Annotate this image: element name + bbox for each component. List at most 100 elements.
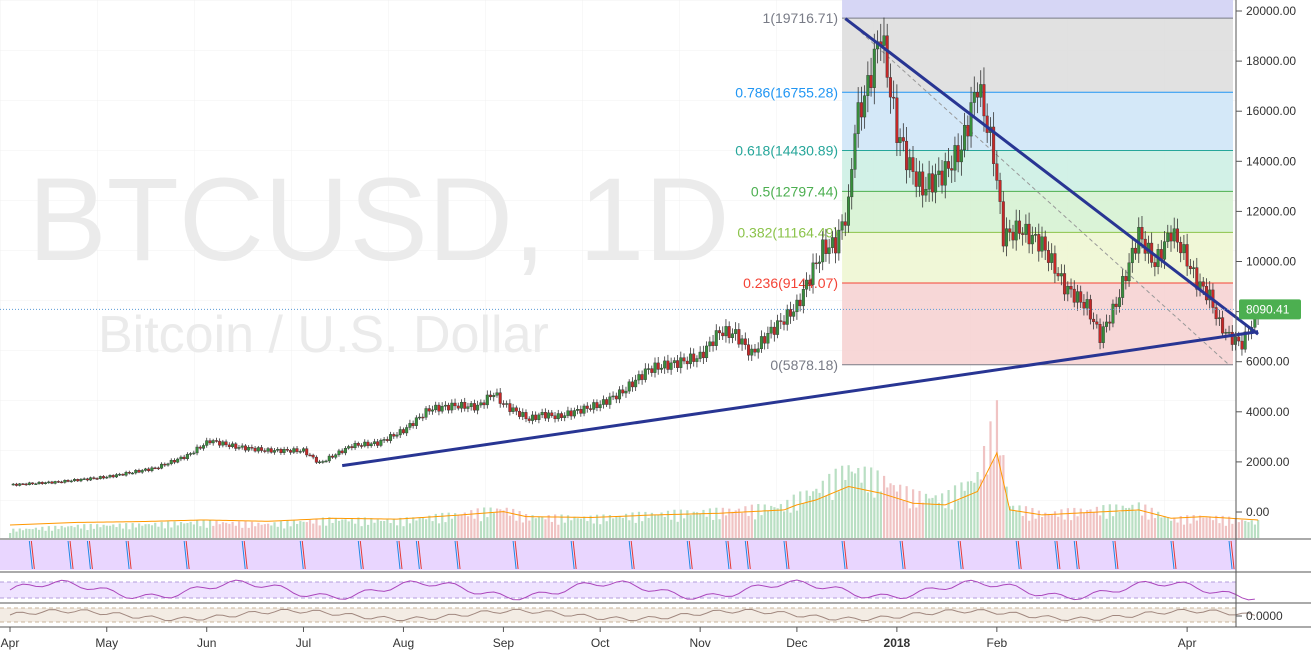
volume-bar — [318, 525, 321, 538]
volume-bar — [1157, 511, 1160, 538]
trendline-ascending-support[interactable] — [341, 330, 1259, 468]
candle-body — [569, 410, 573, 417]
volume-bar — [1170, 520, 1173, 538]
time-axis[interactable]: Apr May Jun Jul Aug Sep Oct Nov Dec 2018 Feb Apr — [1, 627, 1197, 650]
volume-bar — [437, 523, 441, 538]
volume-bar — [379, 520, 383, 538]
volume-bar — [892, 485, 895, 538]
volume-bar — [154, 522, 157, 538]
candle-body — [966, 125, 970, 137]
candle-body — [953, 145, 957, 171]
stochastic-pane[interactable] — [0, 540, 1236, 570]
candle-body — [937, 170, 941, 175]
volume-bar — [431, 521, 434, 538]
volume-bar — [483, 507, 486, 538]
candle-body — [134, 470, 138, 474]
price-tick-label: 6000.00 — [1246, 355, 1290, 369]
candle-body — [411, 423, 415, 426]
volume-bar — [718, 519, 721, 538]
volume-bar — [18, 528, 21, 538]
stoch-d-line — [1114, 540, 1119, 570]
trendlines[interactable] — [341, 17, 1259, 468]
trendline-descending-resistance[interactable] — [844, 17, 1259, 336]
volume-bar — [457, 515, 460, 538]
volume-bar — [389, 523, 392, 538]
volume-bar — [1199, 515, 1202, 538]
volume-bar — [899, 484, 902, 538]
volume-bar — [1041, 516, 1044, 538]
volume-bar — [289, 526, 292, 538]
candle-body — [1127, 262, 1131, 282]
stoch-d-line — [398, 540, 403, 570]
rsi-pane[interactable] — [0, 579, 1255, 601]
candle-body — [808, 279, 812, 285]
volume-bar — [83, 524, 86, 538]
volume-bar — [47, 526, 50, 538]
candle-body — [724, 326, 728, 337]
stoch-k-line — [957, 540, 962, 570]
volume-bar — [683, 518, 686, 538]
candle-body — [1092, 318, 1096, 323]
volume-bar — [225, 522, 228, 538]
candle-body — [959, 149, 963, 163]
candle-body — [734, 329, 738, 334]
volume-bar — [199, 526, 202, 538]
volume-bar — [1076, 516, 1079, 538]
candle-body — [43, 482, 47, 485]
stoch-k-line — [396, 540, 401, 570]
volume-bar — [328, 517, 331, 538]
volume-bar — [79, 528, 83, 538]
fib-level-label: 0(5878.18) — [770, 357, 838, 373]
candle-body — [492, 395, 496, 398]
candle-body — [276, 448, 280, 451]
candle-body — [214, 440, 218, 442]
volume-bar — [418, 517, 421, 538]
volume-bar — [786, 499, 789, 538]
volume-bar — [544, 519, 547, 538]
volume-bar — [1208, 516, 1211, 538]
volume-bar — [795, 510, 799, 538]
fib-zone — [842, 282, 1233, 365]
candle-body — [266, 448, 270, 452]
volume-bar — [363, 517, 366, 538]
volume-bar — [495, 508, 499, 538]
volume-bar — [70, 525, 73, 538]
candle-body — [508, 403, 512, 412]
stoch-k-line — [744, 540, 749, 570]
volume-bar — [325, 525, 328, 538]
volume-bar — [128, 529, 131, 538]
fibonacci-retracement[interactable]: 1(19716.71) 0.786(16755.28) 0.618(14430.89… — [735, 0, 1233, 373]
candle-body — [895, 97, 899, 143]
candle-body — [534, 414, 538, 420]
volume-bar — [412, 517, 415, 538]
candle-body — [798, 299, 802, 307]
candle-body — [240, 445, 244, 448]
volume-bar — [499, 509, 502, 538]
macd-pane[interactable] — [0, 607, 1256, 623]
volume-bar — [918, 490, 921, 538]
candle-body — [695, 358, 699, 362]
volume-bar — [831, 499, 834, 538]
candle-body — [1108, 321, 1112, 324]
candle-body — [705, 345, 709, 359]
candle-body — [356, 443, 360, 446]
volume-bar — [928, 498, 931, 538]
candle-body — [1117, 297, 1121, 307]
candle-body — [750, 348, 754, 356]
candle-body — [859, 102, 863, 118]
stoch-d-line — [359, 540, 364, 570]
candle-body — [243, 445, 247, 451]
volume-bar — [1137, 502, 1140, 538]
candle-body — [82, 478, 86, 480]
candle-body — [898, 137, 902, 143]
candle-body — [256, 447, 260, 452]
volume-bar — [1250, 520, 1253, 538]
candle-body — [53, 481, 57, 484]
candle-body — [1101, 326, 1105, 343]
candle-body — [1175, 228, 1179, 243]
price-axis[interactable]: 20000.00 18000.00 16000.00 14000.00 12000.00… — [1236, 4, 1296, 519]
volume-bar — [528, 520, 531, 538]
volume-bar — [73, 527, 76, 538]
volume-bar — [547, 515, 550, 538]
